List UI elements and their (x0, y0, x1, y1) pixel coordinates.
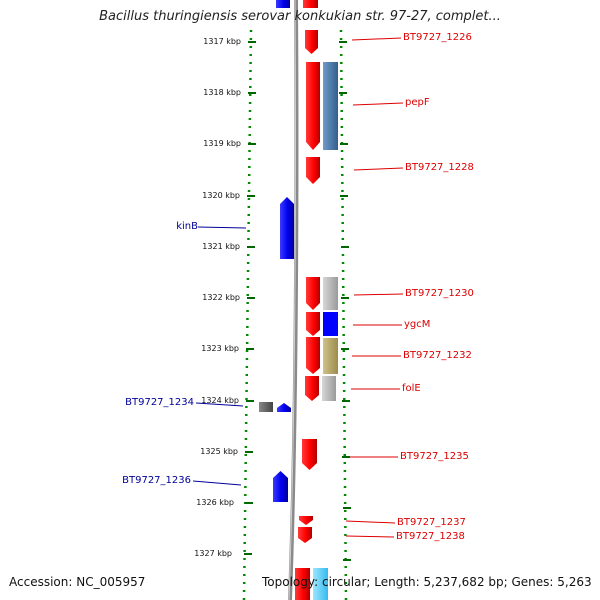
accession-text: Accession: NC_005957 (9, 575, 146, 589)
gene-label-bt9727-1226[interactable]: BT9727_1226 (403, 32, 472, 43)
gene-arrow-bt9727-1236[interactable] (273, 471, 288, 502)
gene-label-bt9727-1232[interactable]: BT9727_1232 (403, 350, 472, 361)
gene-label-bt9727-1228[interactable]: BT9727_1228 (405, 162, 474, 173)
gene-label-pepf[interactable]: pepF (405, 97, 430, 108)
tick-label: 1324 kbp (201, 396, 239, 405)
scale-ticks (244, 41, 351, 561)
gene-arrow-forward-partial[interactable] (303, 0, 318, 8)
cog-bar-fole (322, 376, 336, 401)
gene-arrow-kinb[interactable] (280, 197, 294, 259)
tick-label: 1322 kbp (202, 293, 240, 302)
gene-label-bt9727-1238[interactable]: BT9727_1238 (396, 531, 465, 542)
tick-label: 1319 kbp (203, 139, 241, 148)
tick-label: 1323 kbp (201, 344, 239, 353)
tick-label: 1320 kbp (202, 191, 240, 200)
tick-label: 1325 kbp (200, 447, 238, 456)
gene-label-kinb[interactable]: kinB (176, 221, 198, 232)
label-leader-line (353, 167, 404, 171)
gene-arrow-bt9727-1238[interactable] (298, 527, 312, 543)
tick-label: 1318 kbp (203, 88, 241, 97)
gene-label-bt9727-1236[interactable]: BT9727_1236 (122, 475, 191, 486)
tick-label: 1321 kbp (202, 242, 240, 251)
cog-bar-ygcm (323, 312, 338, 336)
backbone-arc (288, 0, 299, 600)
label-leader-line (197, 226, 247, 229)
cog-bar-bt9727-1234 (259, 402, 273, 412)
label-leader-line (345, 520, 396, 524)
gene-arrow-bt9727-1230[interactable] (306, 277, 320, 310)
gene-arrow-bt9727-1232[interactable] (306, 337, 320, 374)
label-leader-line (195, 402, 244, 407)
gene-arrow-bt9727-1235[interactable] (302, 439, 317, 470)
gene-label-bt9727-1237[interactable]: BT9727_1237 (397, 517, 466, 528)
gene-arrow-pepf[interactable] (306, 62, 320, 150)
label-leader-line (353, 293, 404, 296)
right-scale-track (339, 29, 348, 600)
gene-arrow-reverse-partial[interactable] (276, 0, 290, 8)
gene-label-bt9727-1234[interactable]: BT9727_1234 (125, 397, 194, 408)
cog-bar-pepf (323, 62, 338, 150)
left-scale-track (242, 29, 253, 600)
gene-label-fole[interactable]: folE (402, 383, 421, 394)
label-leader-line (352, 102, 404, 106)
backbone-highlight (288, 0, 296, 600)
label-leader-line (351, 37, 402, 41)
gene-arrow-bt9727-1226[interactable] (305, 30, 318, 54)
tick-label: 1327 kbp (194, 549, 232, 558)
cog-bar-partial (313, 568, 328, 600)
cog-bar-bt9727-1232 (323, 338, 338, 374)
cog-bar-bt9727-1230 (323, 277, 338, 310)
tick-label: 1317 kbp (203, 37, 241, 46)
topology-text: Topology: circular; Length: 5,237,682 bp… (262, 575, 592, 589)
gene-label-bt9727-1235[interactable]: BT9727_1235 (400, 451, 469, 462)
gene-label-bt9727-1230[interactable]: BT9727_1230 (405, 288, 474, 299)
tick-label: 1326 kbp (196, 498, 234, 507)
label-leader-line (192, 480, 242, 486)
gene-arrow-forward-partial[interactable] (295, 568, 310, 600)
gene-arrow-bt9727-1237[interactable] (299, 516, 313, 525)
label-leader-line (345, 535, 395, 538)
genome-title: Bacillus thuringiensis serovar konkukian… (99, 9, 501, 24)
gene-arrow-bt9727-1228[interactable] (306, 157, 320, 184)
gene-arrow-bt9727-1234[interactable] (277, 403, 291, 412)
gene-arrow-fole[interactable] (305, 376, 319, 401)
gene-arrow-ygcm[interactable] (306, 312, 320, 336)
gene-label-ygcm[interactable]: ygcM (404, 319, 431, 330)
